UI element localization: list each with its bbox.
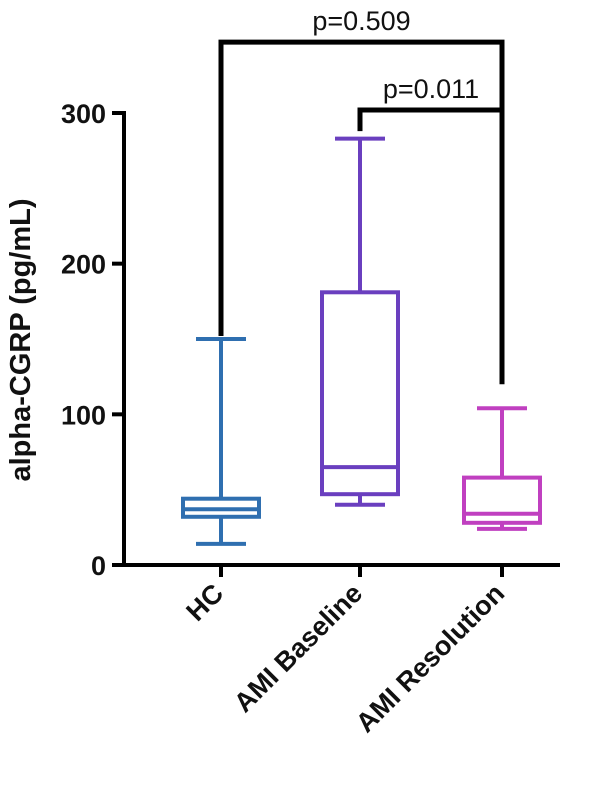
p-value-label: p=0.509 (312, 6, 410, 36)
box-hc (181, 337, 261, 546)
y-tick-label: 200 (61, 250, 106, 280)
y-axis-label: alpha-CGRP (pg/mL) (5, 198, 37, 481)
significance-bracket: p=0.011 (357, 74, 505, 132)
bracket-line (357, 107, 505, 132)
iqr-box (320, 290, 400, 497)
y-tick-label: 300 (61, 99, 106, 129)
p-value-label: p=0.011 (383, 74, 479, 104)
box-ami-resolution (462, 406, 542, 531)
x-category-label: AMI Baseline (228, 578, 368, 718)
y-tick-label: 0 (91, 551, 106, 581)
y-tick-label: 100 (61, 400, 106, 430)
box-ami-baseline (320, 136, 400, 507)
bracket-line (218, 39, 505, 385)
iqr-box (462, 475, 542, 525)
significance-bracket: p=0.509 (218, 6, 505, 385)
x-category-label: AMI Resolution (350, 578, 510, 738)
significance-annotations: p=0.509 p=0.011 (218, 6, 505, 385)
x-category-label: HC (180, 578, 229, 627)
box-series (181, 136, 542, 546)
